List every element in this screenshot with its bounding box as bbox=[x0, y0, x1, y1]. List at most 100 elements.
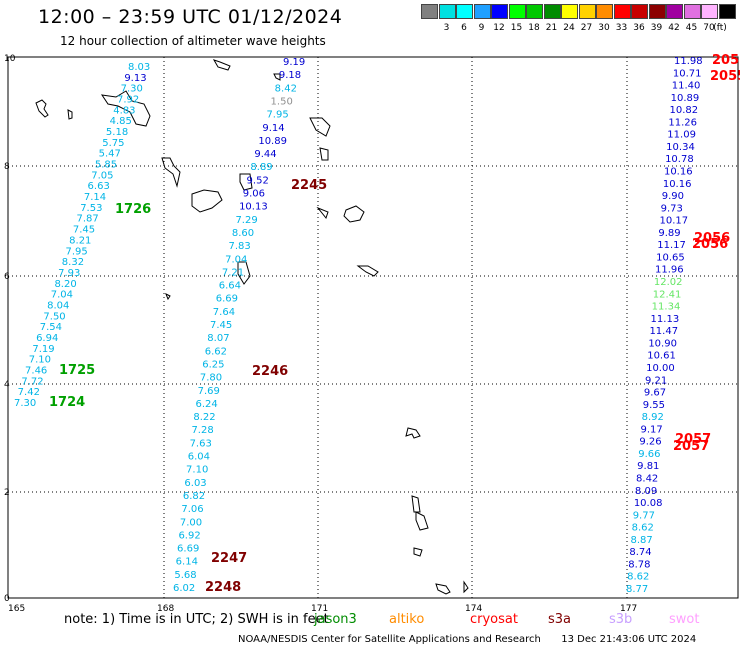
wave-height-value: 7.10 bbox=[29, 355, 51, 366]
island-outline bbox=[343, 205, 365, 223]
wave-height-value: 5.47 bbox=[99, 149, 121, 160]
island-outline bbox=[239, 173, 253, 191]
legend-swatch bbox=[508, 4, 526, 19]
note-text: note: 1) Time is in UTC; 2) SWH is in fe… bbox=[64, 612, 329, 627]
legend-swatch bbox=[456, 4, 473, 19]
wave-height-value: 7.63 bbox=[190, 438, 212, 449]
wave-height-value: 8.21 bbox=[69, 235, 91, 246]
island-outline bbox=[67, 109, 73, 120]
lon-label: 174 bbox=[465, 604, 482, 614]
wave-height-value: 8.32 bbox=[62, 257, 84, 268]
legend-label: 30 bbox=[598, 23, 610, 33]
wave-height-value: 11.09 bbox=[667, 130, 696, 141]
legend-label: 33 bbox=[615, 23, 628, 33]
satellite-cryosat: cryosat bbox=[470, 612, 518, 627]
wave-height-value: 5.18 bbox=[106, 127, 128, 138]
wave-height-value: 10.16 bbox=[663, 179, 692, 190]
legend-label: 15 bbox=[510, 23, 523, 33]
pass-time-label: 2057 bbox=[673, 439, 709, 454]
wave-height-value: 7.04 bbox=[51, 290, 73, 301]
wave-height-value: 9.19 bbox=[283, 57, 305, 68]
lat-label: 2 bbox=[4, 488, 10, 498]
wave-height-value: 6.64 bbox=[219, 281, 241, 292]
legend-swatch bbox=[718, 4, 736, 19]
wave-height-value: 8.92 bbox=[642, 412, 664, 423]
wave-height-value: 7.93 bbox=[58, 268, 80, 279]
wave-height-value: 7.95 bbox=[65, 246, 87, 257]
wave-height-value: 9.67 bbox=[644, 388, 666, 399]
lon-label: 177 bbox=[620, 604, 637, 614]
pass-time-label: 2055 bbox=[710, 69, 740, 84]
wave-height-value: 6.82 bbox=[183, 491, 205, 502]
island-outline bbox=[309, 117, 331, 137]
wave-height-value: 7.64 bbox=[213, 307, 235, 318]
legend-swatch bbox=[683, 4, 701, 19]
legend-swatch bbox=[666, 4, 683, 19]
wave-height-value: 1.50 bbox=[271, 96, 293, 107]
legend-swatch bbox=[561, 4, 578, 19]
wave-height-value: 7.30 bbox=[14, 398, 36, 409]
legend-swatch bbox=[438, 4, 456, 19]
wave-height-value: 10.90 bbox=[648, 338, 677, 349]
pass-time-label: 1726 bbox=[115, 202, 151, 217]
wave-height-value: 11.34 bbox=[652, 302, 681, 313]
pass-time-label: 1725 bbox=[59, 363, 95, 378]
wave-height-value: 8.60 bbox=[232, 228, 254, 239]
pass-time-label: 2247 bbox=[211, 551, 247, 566]
wave-height-value: 9.13 bbox=[124, 73, 146, 84]
wave-height-value: 7.00 bbox=[180, 517, 202, 528]
island-outline bbox=[273, 73, 281, 81]
wave-height-value: 7.83 bbox=[228, 241, 250, 252]
wave-height-value: 9.73 bbox=[661, 203, 683, 214]
lat-label: 10 bbox=[4, 54, 16, 64]
wave-height-value: 8.20 bbox=[54, 279, 76, 290]
legend-label: 12 bbox=[493, 23, 505, 33]
wave-height-value: 8.89 bbox=[250, 162, 272, 173]
legend-label: 21 bbox=[545, 23, 558, 33]
wave-height-value: 6.02 bbox=[173, 583, 195, 594]
wave-height-value: 8.42 bbox=[275, 83, 297, 94]
legend-label: 27 bbox=[580, 23, 593, 33]
wave-height-value: 11.26 bbox=[668, 117, 697, 128]
island-outline bbox=[411, 495, 421, 513]
pass-time-label: 2056 bbox=[694, 231, 730, 246]
wave-height-value: 10.34 bbox=[666, 142, 695, 153]
island-outline bbox=[415, 511, 429, 531]
coastlines bbox=[35, 59, 469, 595]
wave-height-value: 11.40 bbox=[672, 81, 701, 92]
island-outline bbox=[319, 147, 329, 161]
wave-height-value: 9.66 bbox=[638, 449, 660, 460]
island-outline bbox=[165, 292, 171, 301]
island-outline bbox=[100, 90, 151, 127]
wave-height-value: 9.17 bbox=[641, 424, 663, 435]
island-outline bbox=[435, 583, 451, 595]
legend-label: 3 bbox=[443, 23, 450, 33]
wave-height-value: 8.22 bbox=[193, 412, 215, 423]
footer-timestamp: 13 Dec 21:43:06 UTC 2024 bbox=[561, 634, 697, 645]
wave-height-value: 10.08 bbox=[634, 498, 663, 509]
legend-swatch bbox=[543, 4, 561, 19]
wave-height-value: 9.44 bbox=[254, 149, 276, 160]
wave-height-value: 9.14 bbox=[262, 123, 284, 134]
pass-time-label: 2246 bbox=[252, 364, 288, 379]
lon-label: 171 bbox=[311, 604, 328, 614]
wave-height-value: 9.81 bbox=[637, 461, 659, 472]
map-subtitle: 12 hour collection of altimeter wave hei… bbox=[60, 34, 326, 48]
wave-height-value: 10.17 bbox=[659, 216, 688, 227]
pass-time-label: 2056 bbox=[692, 237, 728, 252]
pass-time-label: 2245 bbox=[291, 178, 327, 193]
wave-height-value: 8.03 bbox=[128, 62, 150, 73]
legend-swatch bbox=[491, 4, 508, 19]
wave-height-value: 11.47 bbox=[649, 326, 678, 337]
wave-height-value: 11.13 bbox=[651, 314, 680, 325]
wave-height-value: 12.41 bbox=[653, 289, 682, 300]
wave-height-value: 8.62 bbox=[632, 523, 654, 534]
wave-height-value: 6.24 bbox=[195, 399, 217, 410]
wave-height-value: 7.45 bbox=[210, 320, 232, 331]
wave-height-value: 10.89 bbox=[258, 136, 287, 147]
satellite-altiko: altiko bbox=[389, 612, 425, 627]
legend-label: 45 bbox=[685, 23, 698, 33]
wave-height-value: 7.80 bbox=[200, 373, 222, 384]
